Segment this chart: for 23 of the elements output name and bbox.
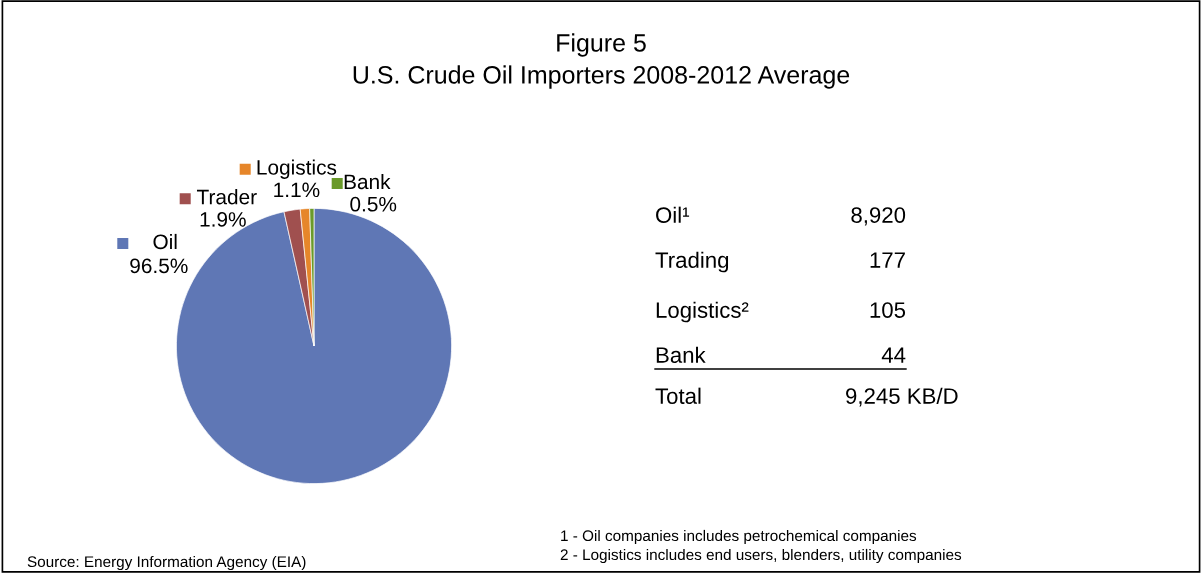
source-note: Source: Energy Information Agency (EIA) [27,555,306,571]
legend-label: Trader [196,189,257,205]
text: Oil¹ [656,206,690,223]
data-label: 0.5% [350,196,397,212]
text: 9,245 KB/D [846,387,958,407]
legend-label: Logistics [257,159,337,179]
text: Trading [655,251,729,273]
data-label: 1.9% [200,212,246,227]
text: U.S. Crude Oil Importers 2008-2012 Average [353,65,850,89]
legend-label: Oil [153,233,177,250]
text: 177 [870,252,905,268]
data-label: 1.1% [274,182,320,198]
text: 8,920 [851,207,906,226]
text: Total [655,387,701,404]
text: 1 - Oil companies includes petrochemical companies [561,529,917,545]
text: Logistics² [656,301,749,323]
text: Bank [656,346,706,363]
text: 105 [870,302,906,318]
legend-label: Bank [344,173,391,190]
data-label: 96.5% [130,258,188,274]
text: Figure 5 [557,33,646,57]
text: 2 - Logistics includes end users, blenders, utility companies [560,548,962,564]
text: 44 [881,347,906,363]
